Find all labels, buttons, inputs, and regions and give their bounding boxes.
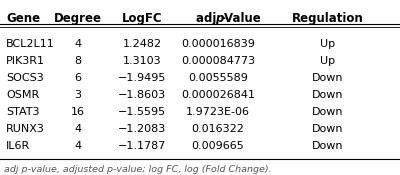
- Text: adj: adj: [196, 12, 220, 25]
- Text: 0.016322: 0.016322: [192, 124, 244, 134]
- Text: −1.2083: −1.2083: [118, 124, 166, 134]
- Text: STAT3: STAT3: [6, 107, 40, 117]
- Text: SOCS3: SOCS3: [6, 73, 44, 83]
- Text: 0.000084773: 0.000084773: [181, 56, 255, 66]
- Text: Gene: Gene: [6, 12, 40, 25]
- Text: 1.3103: 1.3103: [123, 56, 161, 66]
- Text: Down: Down: [312, 141, 344, 151]
- Text: 4: 4: [74, 141, 82, 151]
- Text: 4: 4: [74, 124, 82, 134]
- Text: Up: Up: [320, 56, 336, 66]
- Text: BCL2L11: BCL2L11: [6, 39, 55, 49]
- Text: Down: Down: [312, 73, 344, 83]
- Text: p: p: [215, 12, 224, 25]
- Text: 1.9723E-06: 1.9723E-06: [186, 107, 250, 117]
- Text: IL6R: IL6R: [6, 141, 30, 151]
- Text: 3: 3: [74, 90, 82, 100]
- Text: −1.5595: −1.5595: [118, 107, 166, 117]
- Text: 4: 4: [74, 39, 82, 49]
- Text: 16: 16: [71, 107, 85, 117]
- Text: PIK3R1: PIK3R1: [6, 56, 45, 66]
- Text: RUNX3: RUNX3: [6, 124, 45, 134]
- Text: -Value: -Value: [221, 12, 262, 25]
- Text: adj p-value, adjusted p-value; log FC, log (Fold Change).: adj p-value, adjusted p-value; log FC, l…: [4, 165, 272, 174]
- Text: Down: Down: [312, 107, 344, 117]
- Text: 6: 6: [74, 73, 82, 83]
- Text: −1.8603: −1.8603: [118, 90, 166, 100]
- Text: Regulation: Regulation: [292, 12, 364, 25]
- Text: Degree: Degree: [54, 12, 102, 25]
- Text: OSMR: OSMR: [6, 90, 39, 100]
- Text: Up: Up: [320, 39, 336, 49]
- Text: 1.2482: 1.2482: [122, 39, 162, 49]
- Text: 0.0055589: 0.0055589: [188, 73, 248, 83]
- Text: −1.9495: −1.9495: [118, 73, 166, 83]
- Text: LogFC: LogFC: [122, 12, 162, 25]
- Text: 0.009665: 0.009665: [192, 141, 244, 151]
- Text: 8: 8: [74, 56, 82, 66]
- Text: Down: Down: [312, 90, 344, 100]
- Text: 0.000026841: 0.000026841: [181, 90, 255, 100]
- Text: Down: Down: [312, 124, 344, 134]
- Text: −1.1787: −1.1787: [118, 141, 166, 151]
- Text: 0.000016839: 0.000016839: [181, 39, 255, 49]
